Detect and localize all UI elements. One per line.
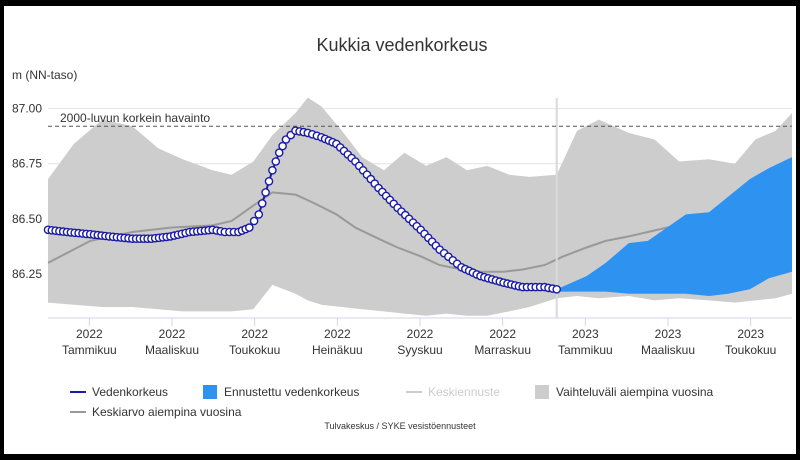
x-tick-month: Syyskuu xyxy=(397,343,442,357)
x-tick-month: Maaliskuu xyxy=(641,343,695,357)
observed-point xyxy=(261,188,270,197)
x-tick-year: 2022 xyxy=(489,327,516,341)
chart-svg: Kukkia vedenkorkeus m (NN-taso) 2000-luv… xyxy=(12,35,793,431)
observed-point xyxy=(268,165,277,175)
x-tick-month: Toukokuu xyxy=(229,343,280,357)
legend-label: Vedenkorkeus xyxy=(92,385,168,399)
legend-label: Ennustettu vedenkorkeus xyxy=(224,385,359,399)
x-tick-month: Tammikuu xyxy=(62,343,117,357)
observed-point xyxy=(278,141,287,151)
x-tick-year: 2022 xyxy=(324,327,351,341)
chart-panel: Kukkia vedenkorkeus m (NN-taso) 2000-luv… xyxy=(4,6,796,454)
x-tick-month: Heinäkuu xyxy=(312,343,363,357)
observed-point xyxy=(552,284,562,294)
legend-symbol xyxy=(203,385,217,399)
legend-label: Keskiarvo aiempina vuosina xyxy=(92,405,242,419)
observed-point xyxy=(257,199,267,208)
observed-point xyxy=(264,176,274,186)
observed-point xyxy=(274,148,284,157)
legend-label: Keskiennuste xyxy=(428,385,500,399)
x-tick-year: 2023 xyxy=(655,327,682,341)
x-tick-year: 2023 xyxy=(737,327,764,341)
legend-label: Vaihteluväli aiempina vuosina xyxy=(556,385,714,399)
x-tick-month: Marraskuu xyxy=(474,343,531,357)
y-tick-label: 87.00 xyxy=(12,102,42,116)
x-tick-year: 2022 xyxy=(407,327,434,341)
x-tick-month: Maaliskuu xyxy=(145,343,199,357)
x-tick-year: 2022 xyxy=(159,327,186,341)
x-tick-year: 2023 xyxy=(572,327,599,341)
forecast-band xyxy=(556,157,792,296)
observed-point xyxy=(271,157,281,166)
annotation-label: 2000-luvun korkein havainto xyxy=(60,111,210,125)
y-tick-label: 86.75 xyxy=(12,157,42,171)
x-tick-month: Toukokuu xyxy=(725,343,776,357)
x-tick-month: Tammikuu xyxy=(558,343,613,357)
observed-point xyxy=(254,210,264,219)
y-tick-label: 86.50 xyxy=(12,212,42,226)
observed-point xyxy=(249,216,259,226)
credits-text: Tulvakeskus / SYKE vesistöennusteet xyxy=(324,421,476,431)
y-tick-label: 86.25 xyxy=(12,267,42,281)
chart-title: Kukkia vedenkorkeus xyxy=(316,35,487,55)
observed-point xyxy=(244,223,254,232)
x-tick-year: 2022 xyxy=(76,327,103,341)
x-tick-year: 2022 xyxy=(241,327,268,341)
legend-symbol xyxy=(535,385,549,399)
y-axis-label: m (NN-taso) xyxy=(12,68,77,82)
range-band xyxy=(48,97,792,316)
